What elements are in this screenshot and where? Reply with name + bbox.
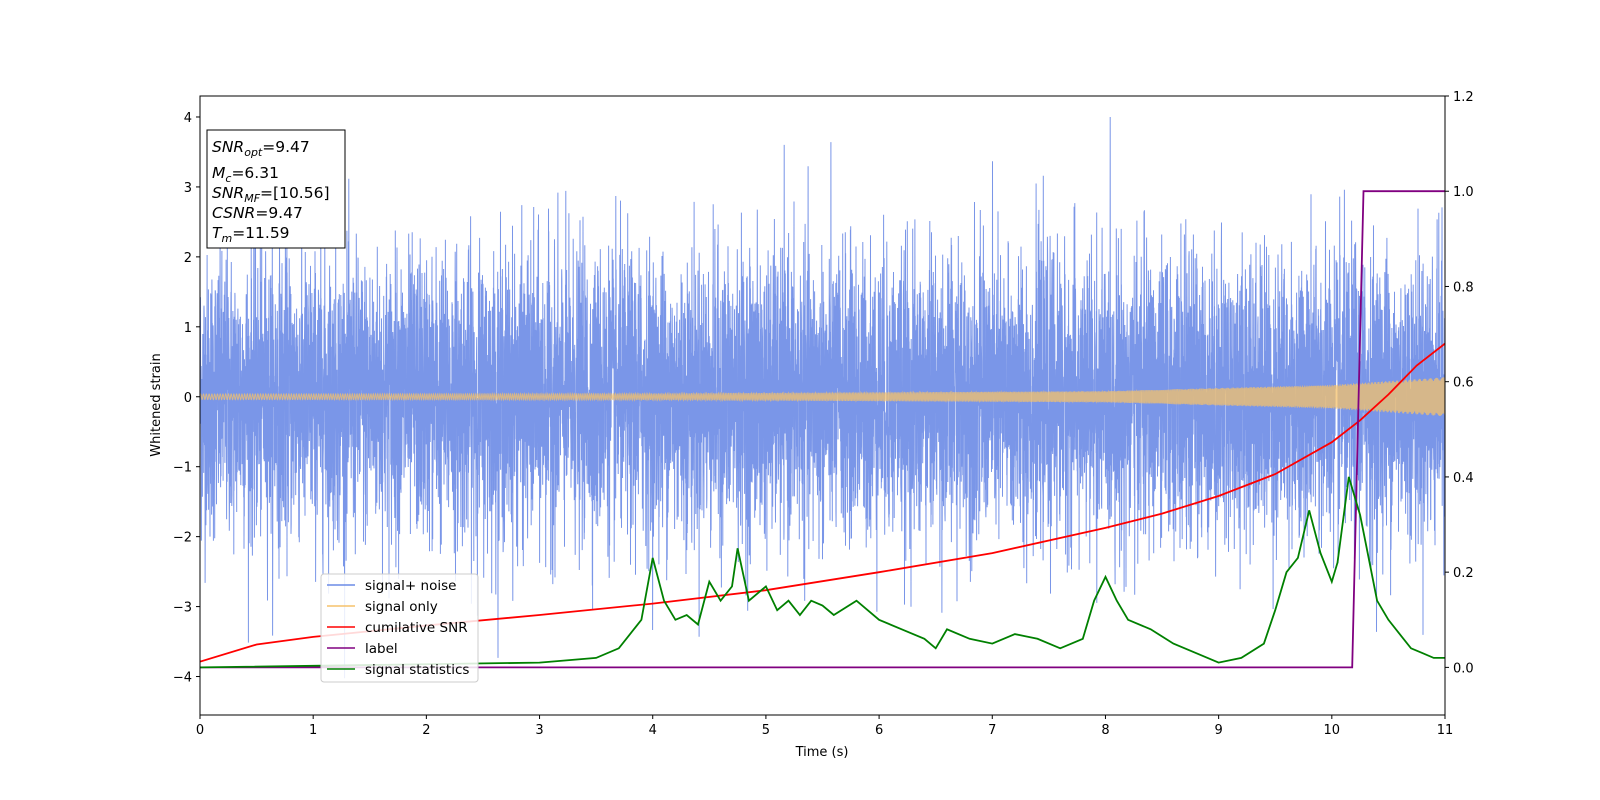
legend-entry-label: label: [327, 641, 398, 657]
x-tick-label: 9: [1214, 723, 1222, 738]
x-tick-label: 7: [988, 723, 996, 738]
y-tick-label: −2: [173, 531, 192, 546]
svg-text:label: label: [365, 641, 398, 657]
snr-mf-value: =[10.56]: [260, 184, 329, 202]
svg-text:cumilative SNR: cumilative SNR: [365, 620, 468, 636]
tm-value: =11.59: [232, 224, 289, 242]
y2-tick-label: 0.4: [1453, 471, 1474, 486]
x-tick-label: 5: [762, 723, 770, 738]
x-axis: 0 1 2 3 4 5 6 7 8 9 10 11: [196, 715, 1453, 738]
y-axis-left: 4 3 2 1 0 −1 −2 −3 −4: [173, 111, 200, 686]
y-tick-label: 2: [184, 251, 192, 266]
x-tick-label: 4: [649, 723, 657, 738]
y-axis-label: Whitened strain: [149, 353, 164, 456]
y-axis-right: 1.2 1.0 0.8 0.6 0.4 0.2 0.0: [1445, 90, 1474, 676]
mc-value: =6.31: [231, 164, 279, 182]
x-tick-label: 3: [535, 723, 543, 738]
csnr-value: =9.47: [255, 204, 303, 222]
y2-tick-label: 0.8: [1453, 280, 1474, 295]
svg-text:signal statistics: signal statistics: [365, 662, 469, 678]
y2-tick-label: 0.0: [1453, 661, 1474, 676]
x-axis-label: Time (s): [795, 745, 849, 760]
y2-tick-label: 0.6: [1453, 376, 1474, 391]
plot-frame: [199, 95, 1446, 716]
signal-statistics-line: [200, 476, 1445, 669]
x-tick-label: 2: [422, 723, 430, 738]
signal-noise-line: [200, 116, 1445, 679]
legend-entry-signal-noise: signal+ noise: [327, 578, 456, 594]
y-tick-label: −1: [173, 461, 192, 476]
x-tick-label: 0: [196, 723, 204, 738]
legend: signal+ noise signal only cumilative SNR…: [320, 573, 479, 683]
y-tick-label: −4: [173, 671, 192, 686]
legend-entry-signal-statistics: signal statistics: [327, 662, 469, 678]
y-tick-label: −3: [173, 601, 192, 616]
y-tick-label: 3: [184, 181, 192, 196]
svg-text:signal only: signal only: [365, 599, 438, 615]
y2-tick-label: 1.2: [1453, 90, 1474, 105]
y2-tick-label: 0.2: [1453, 566, 1474, 581]
x-tick-label: 6: [875, 723, 883, 738]
svg-text:SNRMF=[10.56]: SNRMF=[10.56]: [212, 184, 330, 205]
snr-opt-value: =9.47: [262, 138, 310, 156]
x-tick-label: 1: [309, 723, 317, 738]
x-tick-label: 8: [1101, 723, 1109, 738]
y-tick-label: 0: [184, 391, 192, 406]
x-tick-label: 10: [1324, 723, 1341, 738]
svg-text:Mc=6.31: Mc=6.31: [212, 164, 279, 185]
svg-text:Tm=11.59: Tm=11.59: [212, 224, 290, 245]
y-tick-label: 4: [184, 111, 192, 126]
legend-entry-signal-only: signal only: [327, 599, 438, 615]
x-tick-label: 11: [1437, 723, 1454, 738]
svg-text:signal+ noise: signal+ noise: [365, 578, 456, 594]
y-tick-label: 1: [184, 321, 192, 336]
label-line: [200, 190, 1445, 669]
legend-entry-cumulative-snr: cumilative SNR: [327, 620, 468, 636]
info-box: SNRopt=9.47 Mc=6.31 SNRMF=[10.56] CSNR=9…: [206, 129, 346, 249]
signal-only-line: [200, 377, 1445, 416]
svg-text:SNRopt=9.47: SNRopt=9.47: [212, 138, 310, 159]
y2-tick-label: 1.0: [1453, 185, 1474, 200]
svg-text:CSNR=9.47: CSNR=9.47: [212, 204, 303, 222]
